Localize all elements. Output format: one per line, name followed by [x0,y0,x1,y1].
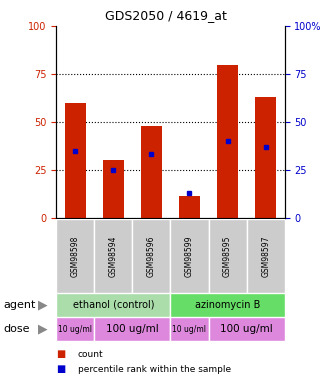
Bar [170,219,209,292]
Text: 10 ug/ml: 10 ug/ml [58,325,92,334]
Text: GSM98599: GSM98599 [185,235,194,277]
Bar [179,196,200,217]
Text: GSM98596: GSM98596 [147,235,156,277]
Text: GSM98595: GSM98595 [223,235,232,277]
Text: azinomycin B: azinomycin B [195,300,260,310]
Bar [247,219,285,292]
Text: percentile rank within the sample: percentile rank within the sample [78,365,231,374]
Bar [170,317,209,341]
Bar [94,219,132,292]
Bar [103,160,124,218]
Bar [170,292,285,317]
Bar [217,64,238,218]
Bar [56,317,94,341]
Text: ▶: ▶ [38,298,48,311]
Text: GSM98594: GSM98594 [109,235,118,277]
Bar [255,97,276,218]
Text: GSM98597: GSM98597 [261,235,270,277]
Text: GDS2050 / 4619_at: GDS2050 / 4619_at [105,9,226,22]
Bar [56,292,170,317]
Text: dose: dose [3,324,30,334]
Bar [209,317,285,341]
Text: agent: agent [3,300,36,310]
Text: ■: ■ [56,364,66,374]
Text: ethanol (control): ethanol (control) [72,300,154,310]
Bar [56,219,94,292]
Bar [132,219,170,292]
Text: count: count [78,350,103,359]
Text: 100 ug/ml: 100 ug/ml [220,324,273,334]
Bar [209,219,247,292]
Text: GSM98598: GSM98598 [71,235,80,277]
Bar [65,103,86,218]
Text: 10 ug/ml: 10 ug/ml [172,325,207,334]
Text: ■: ■ [56,350,66,359]
Text: ▶: ▶ [38,322,48,336]
Bar [94,317,170,341]
Bar [141,126,162,218]
Text: 100 ug/ml: 100 ug/ml [106,324,159,334]
